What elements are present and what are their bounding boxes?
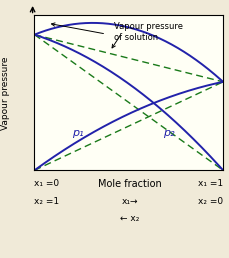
Text: x₁→: x₁→ bbox=[121, 197, 138, 206]
Text: x₁ =0: x₁ =0 bbox=[34, 179, 59, 188]
Text: Mole fraction: Mole fraction bbox=[98, 179, 161, 189]
Text: p₂: p₂ bbox=[162, 128, 174, 138]
Text: p₁: p₁ bbox=[72, 128, 84, 138]
Text: Vapour pressure: Vapour pressure bbox=[1, 56, 10, 130]
Text: Vapour pressure
of solution: Vapour pressure of solution bbox=[113, 22, 182, 42]
Text: ← x₂: ← x₂ bbox=[120, 214, 139, 223]
Text: x₂ =1: x₂ =1 bbox=[34, 197, 59, 206]
Text: x₂ =0: x₂ =0 bbox=[197, 197, 222, 206]
Text: x₁ =1: x₁ =1 bbox=[197, 179, 222, 188]
